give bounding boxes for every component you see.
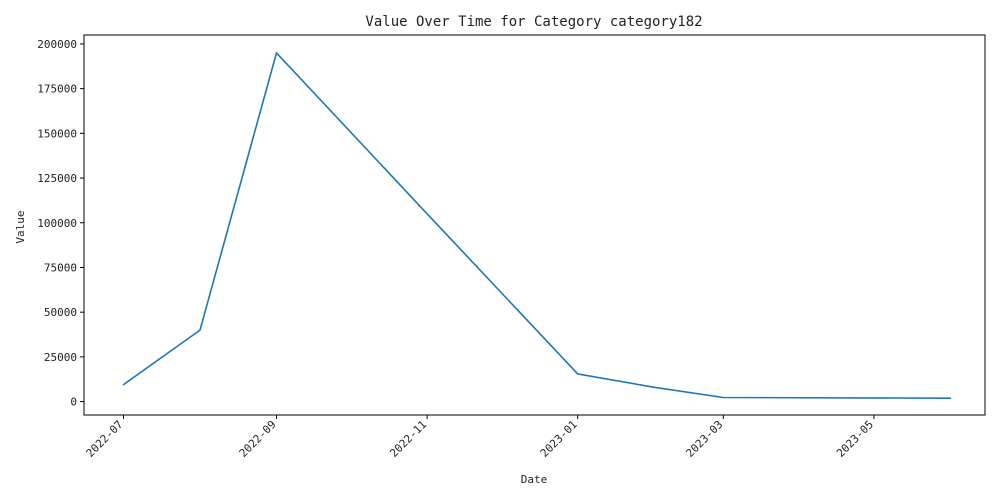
y-tick-label: 200000 — [37, 38, 77, 51]
y-axis: 0 25000 50000 75000 100000 125000 150000 175000… — [37, 38, 84, 409]
x-axis: 2022-07 2022-09 2022-11 2023-01 2023-03 2023-… — [84, 415, 876, 460]
x-tick-label: 2023-03 — [683, 418, 725, 460]
y-tick-label: 50000 — [44, 306, 77, 319]
x-tick-label: 2022-09 — [237, 418, 279, 460]
y-axis-label: Value — [14, 210, 27, 243]
plot-frame — [83, 34, 986, 416]
series-layer — [122, 52, 952, 400]
chart-title: Value Over Time for Category category182 — [365, 14, 702, 30]
x-tick-label: 2023-01 — [538, 418, 580, 460]
y-tick-label: 175000 — [37, 83, 77, 96]
x-tick-label: 2022-07 — [84, 418, 126, 460]
y-tick-label: 125000 — [37, 172, 77, 185]
y-tick-label: 100000 — [37, 217, 77, 230]
y-tick-label: 75000 — [44, 261, 77, 274]
y-tick-label: 0 — [70, 396, 77, 409]
x-axis-label: Date — [521, 473, 548, 486]
x-tick-label: 2022-11 — [387, 418, 429, 460]
y-tick-label: 25000 — [44, 351, 77, 364]
series-line — [122, 52, 952, 400]
x-tick-label: 2023-05 — [834, 418, 876, 460]
y-tick-label: 150000 — [37, 127, 77, 140]
